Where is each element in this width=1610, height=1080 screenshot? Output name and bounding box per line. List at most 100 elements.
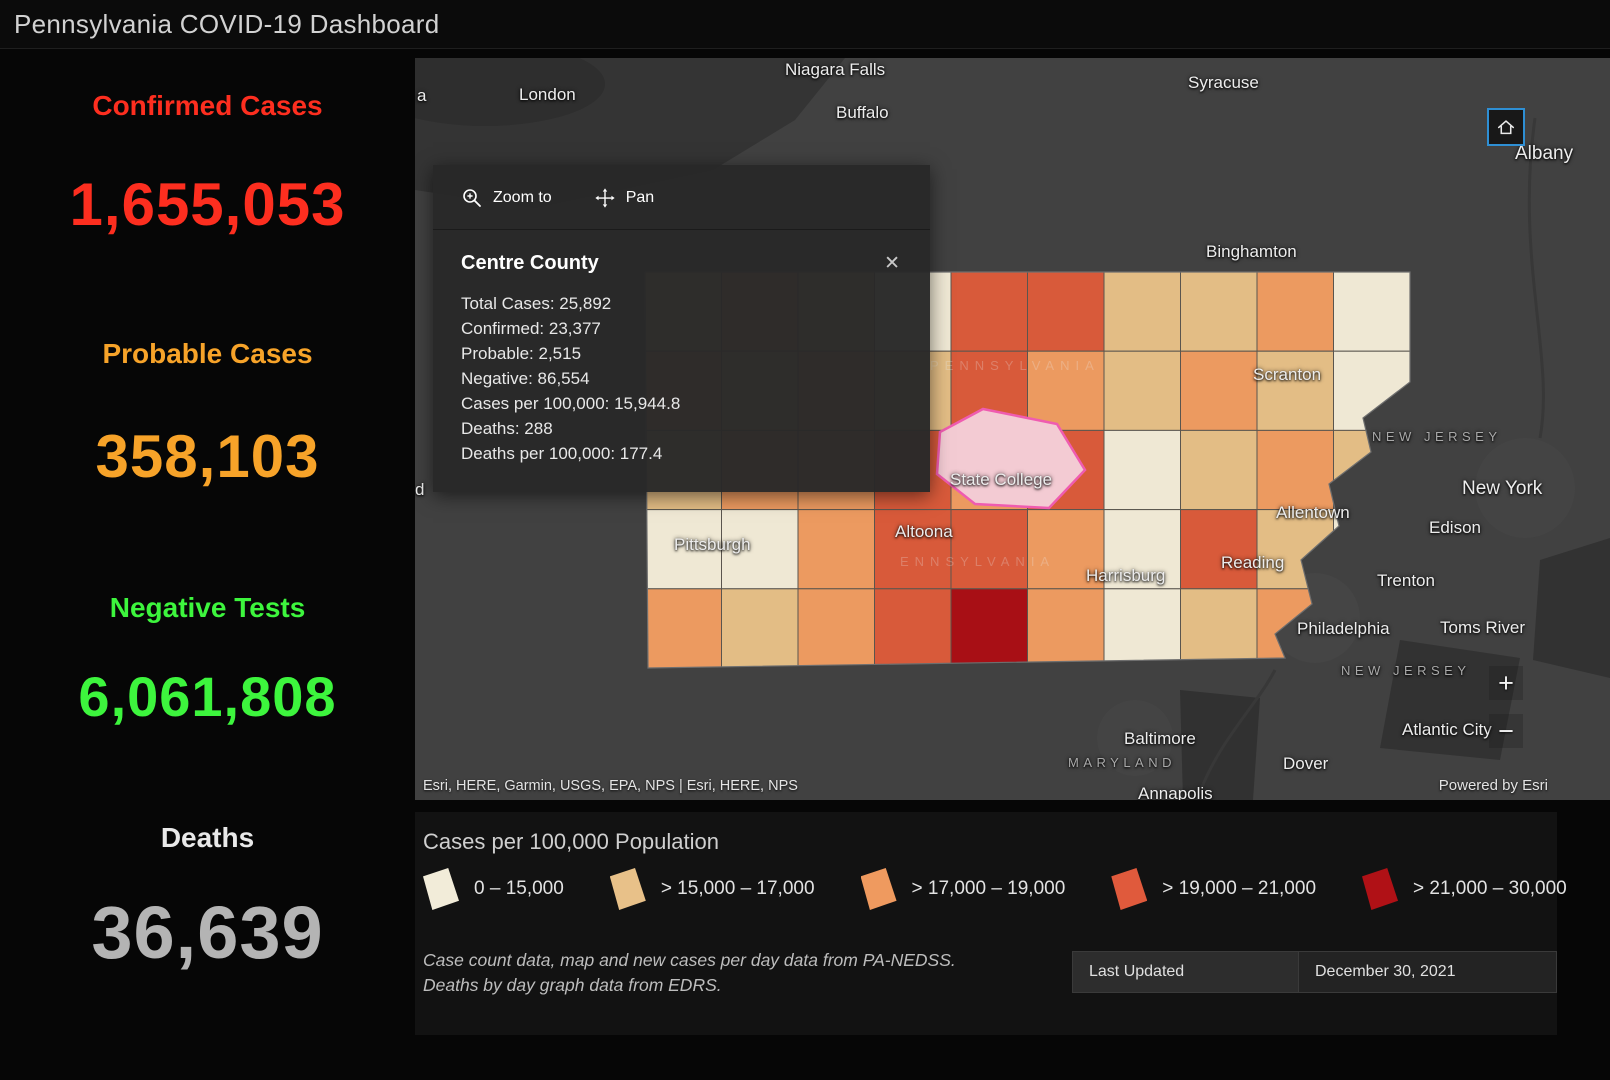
zoom-controls: + − [1489, 666, 1523, 762]
county-shape[interactable] [1256, 429, 1334, 511]
popup-stat-line: Deaths: 288 [461, 419, 553, 438]
centre-county-shape[interactable] [935, 407, 1087, 510]
popup-stat-line: Total Cases: 25,892 [461, 294, 612, 313]
legend-swatch [860, 868, 897, 910]
zoom-to-icon [463, 189, 481, 207]
legend-swatch [609, 868, 646, 910]
legend-label: > 17,000 – 19,000 [911, 878, 1066, 899]
county-shape[interactable] [1103, 429, 1181, 511]
popup-stat-line: Negative: 86,554 [461, 369, 590, 388]
deaths-label: Deaths [160, 822, 255, 853]
coastal-water-shape [1533, 538, 1610, 678]
legend-label: 0 – 15,000 [474, 878, 564, 899]
legend-swatch [1111, 868, 1148, 910]
zoom-out-button[interactable]: − [1489, 714, 1523, 748]
county-shape[interactable] [1027, 588, 1105, 668]
page-title: Pennsylvania COVID-19 Dashboard [14, 8, 440, 39]
state-outline [644, 271, 1411, 669]
zoom-to-button[interactable]: Zoom to [461, 187, 552, 209]
county-shape[interactable] [950, 588, 1028, 668]
urban-area-shape [1097, 700, 1173, 776]
legend-swatch [423, 868, 459, 910]
county-shape[interactable] [1256, 272, 1334, 352]
legend-item: > 15,000 – 17,000 [609, 868, 815, 910]
data-source-footnote: Case count data, map and new cases per d… [423, 950, 956, 995]
legend-label: > 21,000 – 30,000 [1413, 878, 1567, 899]
legend-title: Cases per 100,000 Population [423, 829, 719, 854]
county-shape[interactable] [1180, 272, 1258, 352]
county-shape[interactable] [645, 588, 722, 668]
river-line [1195, 669, 1277, 800]
legend-items: 0 – 15,000 > 15,000 – 17,000 > 17,000 – 19… [423, 868, 1610, 910]
probable-cases-label: Probable Cases [102, 338, 313, 369]
popup-details: Total Cases: 25,892 Confirmed: 23,377 Prob… [461, 291, 906, 466]
popup-stat-line: Cases per 100,000: 15,944.8 [461, 394, 681, 413]
county-shape[interactable] [1103, 350, 1181, 431]
county-shape[interactable] [797, 588, 875, 668]
county-shape[interactable] [1103, 588, 1181, 668]
last-updated-label: Last Updated [1072, 951, 1299, 993]
popup-body: Centre County ✕ Total Cases: 25,892 Confi… [433, 230, 930, 492]
county-shape[interactable] [1180, 350, 1258, 431]
legend-item: > 19,000 – 21,000 [1111, 868, 1316, 910]
legend-swatch [1362, 868, 1399, 910]
county-shape[interactable] [1256, 350, 1334, 431]
header-bar: Pennsylvania COVID-19 Dashboard [0, 0, 1610, 49]
negative-tests-value: 6,061,808 [78, 665, 337, 728]
river-line [1527, 117, 1545, 439]
confirmed-cases-label: Confirmed Cases [92, 90, 323, 121]
map-panel[interactable]: Niagara Falls London a Buffalo Syracuse Alban… [415, 58, 1610, 800]
legend-item: > 17,000 – 19,000 [860, 868, 1066, 910]
county-shape[interactable] [874, 509, 952, 590]
powered-by-esri: Powered by Esri [1438, 777, 1548, 794]
county-shape[interactable] [1103, 509, 1181, 590]
map-attribution: Esri, HERE, Garmin, USGS, EPA, NPS | Esr… [423, 778, 798, 794]
last-updated-table: Last Updated December 30, 2021 [1072, 951, 1557, 993]
legend-item: > 21,000 – 30,000 [1362, 868, 1567, 910]
close-icon[interactable]: ✕ [884, 253, 900, 274]
home-icon [1497, 120, 1515, 135]
county-shape[interactable] [721, 588, 799, 668]
chesapeake-bay-shape [1180, 690, 1260, 800]
county-shape[interactable] [950, 509, 1028, 590]
legend-label: > 15,000 – 17,000 [660, 878, 815, 899]
county-shape[interactable] [1027, 272, 1105, 352]
popup-stat-line: Confirmed: 23,377 [461, 319, 601, 338]
county-shape[interactable] [645, 509, 722, 590]
county-shape[interactable] [1180, 429, 1258, 511]
zoom-in-button[interactable]: + [1489, 666, 1523, 700]
popup-stat-line: Probable: 2,515 [461, 344, 582, 363]
pan-label: Pan [625, 189, 655, 206]
zoom-to-label: Zoom to [493, 189, 552, 206]
popup-stat-line: Deaths per 100,000: 177.4 [461, 444, 663, 463]
home-button[interactable] [1487, 108, 1525, 146]
county-shape[interactable] [1180, 588, 1258, 668]
popup-action-bar: Zoom to Pan [433, 165, 930, 230]
county-shape[interactable] [1333, 272, 1411, 352]
legend-panel: Cases per 100,000 Population 0 – 15,000 >… [415, 812, 1567, 1035]
county-shape[interactable] [950, 272, 1028, 352]
county-shape[interactable] [1027, 350, 1105, 431]
probable-cases-value: 358,103 [95, 423, 320, 490]
urban-area-shape [1475, 438, 1575, 538]
negative-tests-label: Negative Tests [109, 592, 306, 623]
county-shape[interactable] [1180, 509, 1258, 590]
county-shape[interactable] [721, 509, 799, 590]
legend-label: > 19,000 – 21,000 [1162, 878, 1317, 899]
county-shape[interactable] [874, 588, 952, 668]
popup-title: Centre County [461, 252, 599, 274]
pan-button[interactable]: Pan [594, 187, 654, 209]
delaware-bay-shape [1380, 640, 1520, 760]
county-shape[interactable] [1103, 272, 1181, 352]
map-popup: Zoom to Pan Centre County ✕ [433, 165, 930, 492]
legend-item: 0 – 15,000 [423, 868, 564, 910]
county-shape[interactable] [1027, 509, 1105, 590]
county-shape[interactable] [797, 509, 875, 590]
last-updated-value: December 30, 2021 [1299, 951, 1557, 993]
pan-icon [595, 188, 615, 208]
lake-water-shape [415, 58, 605, 126]
deaths-value: 36,639 [91, 891, 324, 974]
stats-panel: Confirmed Cases 1,655,053 Probable Cases… [0, 48, 415, 1080]
confirmed-cases-value: 1,655,053 [69, 171, 346, 238]
